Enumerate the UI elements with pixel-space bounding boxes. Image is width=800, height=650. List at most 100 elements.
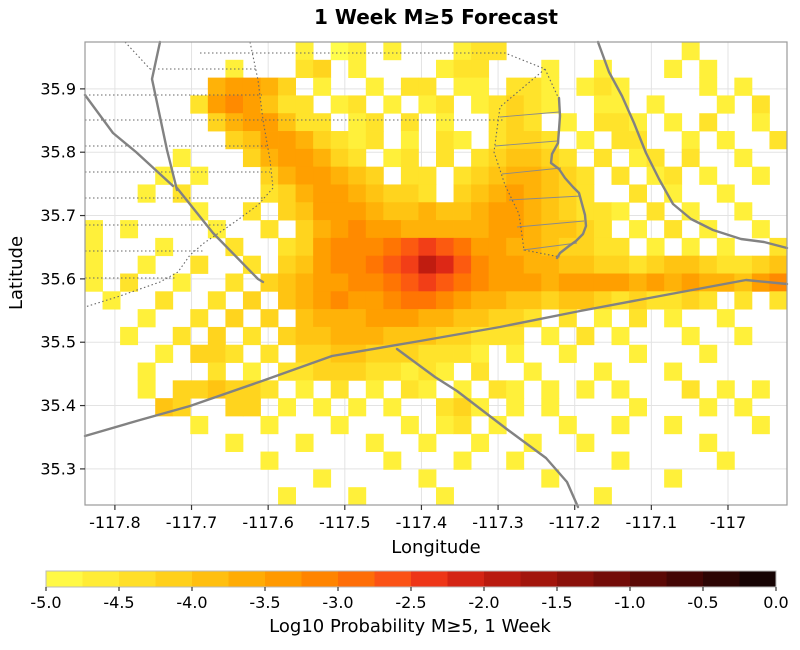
heatmap-cell — [348, 255, 367, 274]
heatmap-cell — [541, 237, 560, 257]
heatmap-cell — [313, 148, 332, 168]
heatmap-cell — [260, 131, 279, 150]
heatmap-cell — [418, 255, 437, 274]
heatmap-cell — [190, 415, 209, 435]
heatmap-cell — [646, 237, 665, 257]
heatmap-cell — [313, 291, 332, 310]
heatmap-cell — [436, 59, 454, 79]
heatmap-cell — [471, 291, 490, 310]
heatmap-cell — [365, 326, 384, 346]
heatmap-cell — [172, 273, 191, 292]
colorbar-tick-label: -2.5 — [395, 593, 426, 612]
fault-line — [596, 40, 789, 250]
heatmap-cell — [418, 220, 437, 239]
heatmap-cell — [769, 131, 788, 150]
heatmap-cell — [611, 237, 630, 257]
heatmap-cell — [295, 184, 314, 203]
heatmap-cell — [278, 398, 296, 417]
heatmap-cell — [400, 237, 419, 257]
heatmap-cell — [593, 362, 612, 381]
heatmap-cell — [295, 202, 314, 221]
heatmap-cell — [523, 166, 542, 185]
heatmap-cell — [734, 202, 753, 221]
heatmap-cell — [488, 220, 507, 239]
heatmap-cell — [278, 184, 296, 203]
heatmap-cell — [242, 131, 261, 150]
heatmap-cell — [418, 184, 437, 203]
heatmap-cell — [400, 362, 419, 381]
heatmap-cell — [137, 255, 156, 274]
heatmap-cell — [155, 237, 174, 257]
hatch-line — [494, 140, 558, 147]
heatmap-cell — [629, 184, 647, 203]
heatmap-cell — [418, 95, 437, 114]
heatmap-cell — [348, 309, 367, 328]
heatmap-cell — [558, 184, 577, 203]
heatmap-cell — [207, 362, 226, 381]
heatmap-cell — [418, 433, 437, 452]
heatmap-cell — [593, 273, 612, 292]
heatmap-cell — [453, 166, 472, 185]
heatmap-cell — [260, 166, 279, 185]
heatmap-cell — [190, 344, 209, 363]
heatmap-cell — [207, 291, 226, 310]
heatmap-cell — [365, 237, 384, 257]
heatmap-cell — [330, 309, 349, 328]
heatmap-cell — [699, 344, 718, 363]
heatmap-cell — [313, 362, 332, 381]
heatmap-cell — [400, 255, 419, 274]
heatmap-cell — [348, 237, 367, 257]
heatmap-cell — [436, 273, 454, 292]
heatmap-cell — [453, 344, 472, 363]
heatmap-cell — [260, 95, 279, 114]
colorbar-tick-label: -1.5 — [541, 593, 572, 612]
heatmap-cell — [681, 326, 700, 346]
heatmap-cell — [576, 255, 595, 274]
heatmap-cell — [488, 42, 507, 61]
heatmap-cell — [295, 326, 314, 346]
heatmap-cell — [576, 291, 595, 310]
heatmap-cell — [400, 184, 419, 203]
heatmap-cell — [471, 309, 490, 328]
heatmap-cell — [646, 291, 665, 310]
heatmap-cell — [383, 362, 402, 381]
heatmap-cell — [330, 362, 349, 381]
heatmap-cell — [278, 237, 296, 257]
heatmap-cell — [611, 255, 630, 274]
heatmap-cell — [365, 433, 384, 452]
heatmap-cell — [488, 309, 507, 328]
heatmap-cell — [242, 398, 261, 417]
heatmap-cell — [488, 95, 507, 114]
heatmap-cell — [278, 148, 296, 168]
heatmap-cell — [383, 291, 402, 310]
heatmap-cell — [453, 380, 472, 399]
heatmap-cell — [330, 166, 349, 185]
heatmap-cell — [523, 184, 542, 203]
heatmap-cell — [558, 415, 577, 435]
heatmap-cell — [85, 237, 103, 257]
heatmap-cell — [400, 326, 419, 346]
heatmap-cell — [225, 95, 244, 114]
heatmap-cell — [348, 113, 367, 132]
colorbar: -5.0 -4.5 -4.0 -3.5 -3.0 -2.5 -2.0 -1.5 -1.0 -0.5… — [30, 570, 789, 612]
heatmap-cell — [664, 291, 683, 310]
heatmap-cell — [400, 202, 419, 221]
heatmap-cell — [523, 220, 542, 239]
heatmap-cell — [383, 326, 402, 346]
heatmap-cell — [453, 59, 472, 79]
heatmap-cell — [558, 202, 577, 221]
heatmap-cell — [453, 77, 472, 96]
heatmap-cell — [278, 95, 296, 114]
heatmap-cell — [295, 255, 314, 274]
heatmap-cell — [611, 415, 630, 435]
heatmap-cell — [400, 415, 419, 435]
heatmap-cell — [400, 273, 419, 292]
region-boundary-dotted — [124, 41, 151, 70]
heatmap-cell — [242, 148, 261, 168]
heatmap-cell — [664, 469, 683, 488]
heatmap-cell — [85, 220, 103, 239]
heatmap-cell — [541, 469, 560, 488]
heatmap-cell — [313, 59, 332, 79]
heatmap-cell — [418, 309, 437, 328]
